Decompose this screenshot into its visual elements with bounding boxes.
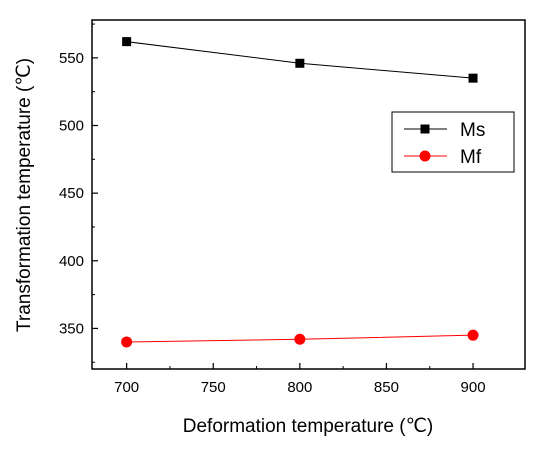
x-axis: 700 750 800 850 900 xyxy=(114,363,486,396)
y-axis: 350 400 450 500 550 xyxy=(59,23,98,363)
series-mf-point xyxy=(121,336,133,348)
series-mf-point xyxy=(294,333,306,345)
x-tick-label: 900 xyxy=(461,379,486,396)
x-tick-label: 850 xyxy=(374,379,399,396)
legend-box xyxy=(391,111,515,173)
y-axis-title: Transformation temperature (℃) xyxy=(14,58,35,332)
series-layer xyxy=(121,37,479,348)
legend: Ms Mf xyxy=(391,111,515,173)
x-tick-label: 700 xyxy=(114,379,139,396)
y-tick-label: 350 xyxy=(59,320,84,337)
y-tick-label: 400 xyxy=(59,253,84,270)
legend-mf-marker xyxy=(419,150,431,162)
x-tick-label: 800 xyxy=(287,379,312,396)
legend-ms-label: Ms xyxy=(460,120,485,141)
series-ms-point xyxy=(468,73,478,83)
y-tick-label: 550 xyxy=(59,50,84,67)
plot-frame xyxy=(91,19,526,370)
series-mf-point xyxy=(467,329,479,341)
y-tick-label: 500 xyxy=(59,118,84,135)
legend-mf-label: Mf xyxy=(460,147,482,168)
legend-ms-marker xyxy=(420,124,430,134)
x-axis-title: Deformation temperature (℃) xyxy=(183,416,433,437)
y-tick-label: 450 xyxy=(59,185,84,202)
x-tick-label: 750 xyxy=(201,379,226,396)
series-ms-point xyxy=(122,37,132,47)
series-ms-point xyxy=(295,58,305,68)
